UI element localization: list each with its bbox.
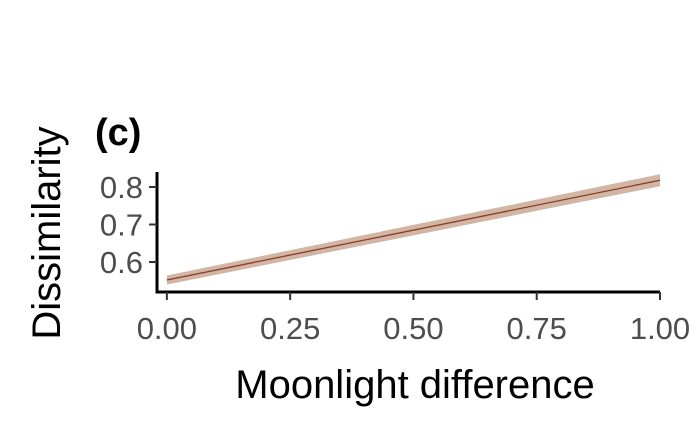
y-tick-label: 0.6	[100, 245, 143, 280]
plot-area: 0.00 0.25 0.50 0.75 1.00 0.60.70.8	[100, 170, 690, 346]
y-tick-label: 0.7	[100, 208, 143, 243]
x-tick-label: 0.50	[383, 311, 443, 346]
x-tick-label: 0.75	[507, 311, 567, 346]
x-tick-label: 0.25	[260, 311, 320, 346]
y-tick-label: 0.8	[100, 170, 143, 205]
confidence-band	[166, 174, 661, 285]
fitted-line	[166, 179, 661, 281]
panel-label: (c)	[95, 112, 141, 154]
x-tick-label: 1.00	[630, 311, 690, 346]
x-axis-title: Moonlight difference	[235, 363, 595, 407]
x-tick-label: 0.00	[137, 311, 197, 346]
y-axis-title: Dissimilarity	[25, 126, 69, 339]
